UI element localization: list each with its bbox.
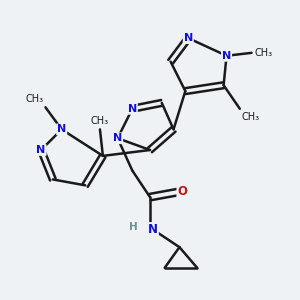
Text: N: N bbox=[184, 33, 193, 43]
Text: N: N bbox=[222, 51, 231, 61]
Text: N: N bbox=[57, 124, 66, 134]
Text: CH₃: CH₃ bbox=[91, 116, 109, 126]
Text: N: N bbox=[148, 223, 158, 236]
Text: CH₃: CH₃ bbox=[254, 48, 273, 58]
Text: O: O bbox=[177, 185, 188, 198]
Text: N: N bbox=[36, 145, 46, 155]
Text: CH₃: CH₃ bbox=[241, 112, 260, 122]
Text: CH₃: CH₃ bbox=[26, 94, 44, 104]
Text: H: H bbox=[129, 222, 138, 232]
Text: N: N bbox=[128, 104, 137, 114]
Text: N: N bbox=[113, 133, 122, 143]
